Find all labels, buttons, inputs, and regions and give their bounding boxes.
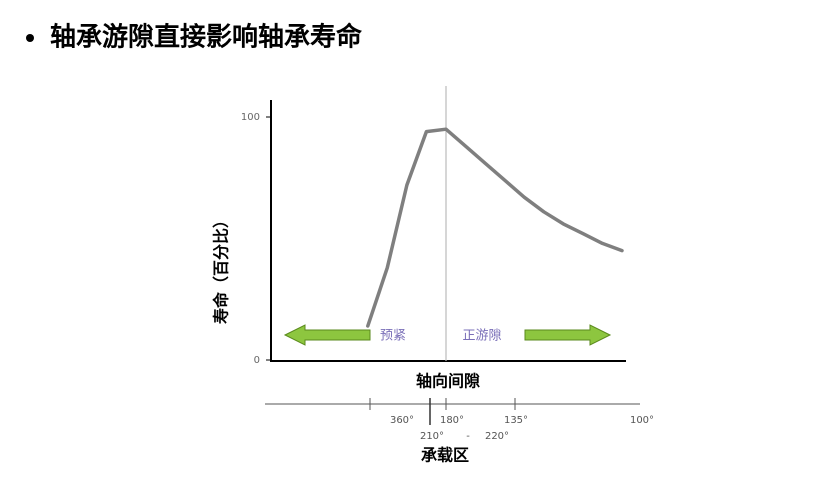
x-axis-label: 轴向间隙 — [416, 372, 480, 391]
annotation: 预紧 — [380, 329, 406, 344]
y-tick-label: 100 — [241, 112, 260, 123]
scale-label: 180° — [440, 415, 464, 426]
scale-label: 100° — [630, 415, 654, 426]
y-axis-label: 寿命（百分比） — [212, 212, 231, 324]
left-arrow — [283, 324, 371, 346]
scale-label: - — [466, 431, 470, 442]
load-zone-label: 承载区 — [421, 446, 469, 465]
scale-label: 360° — [390, 415, 414, 426]
scale-label: 220° — [485, 431, 509, 442]
annotation: 正游隙 — [462, 329, 501, 344]
life-curve — [366, 127, 624, 328]
slide-title: 轴承游隙直接影响轴承寿命 — [50, 22, 363, 53]
scale-label: 210° — [420, 431, 444, 442]
y-tick-label: 0 — [254, 355, 260, 366]
bullet — [26, 34, 34, 42]
scale-label: 135° — [504, 415, 528, 426]
right-arrow — [524, 324, 612, 346]
